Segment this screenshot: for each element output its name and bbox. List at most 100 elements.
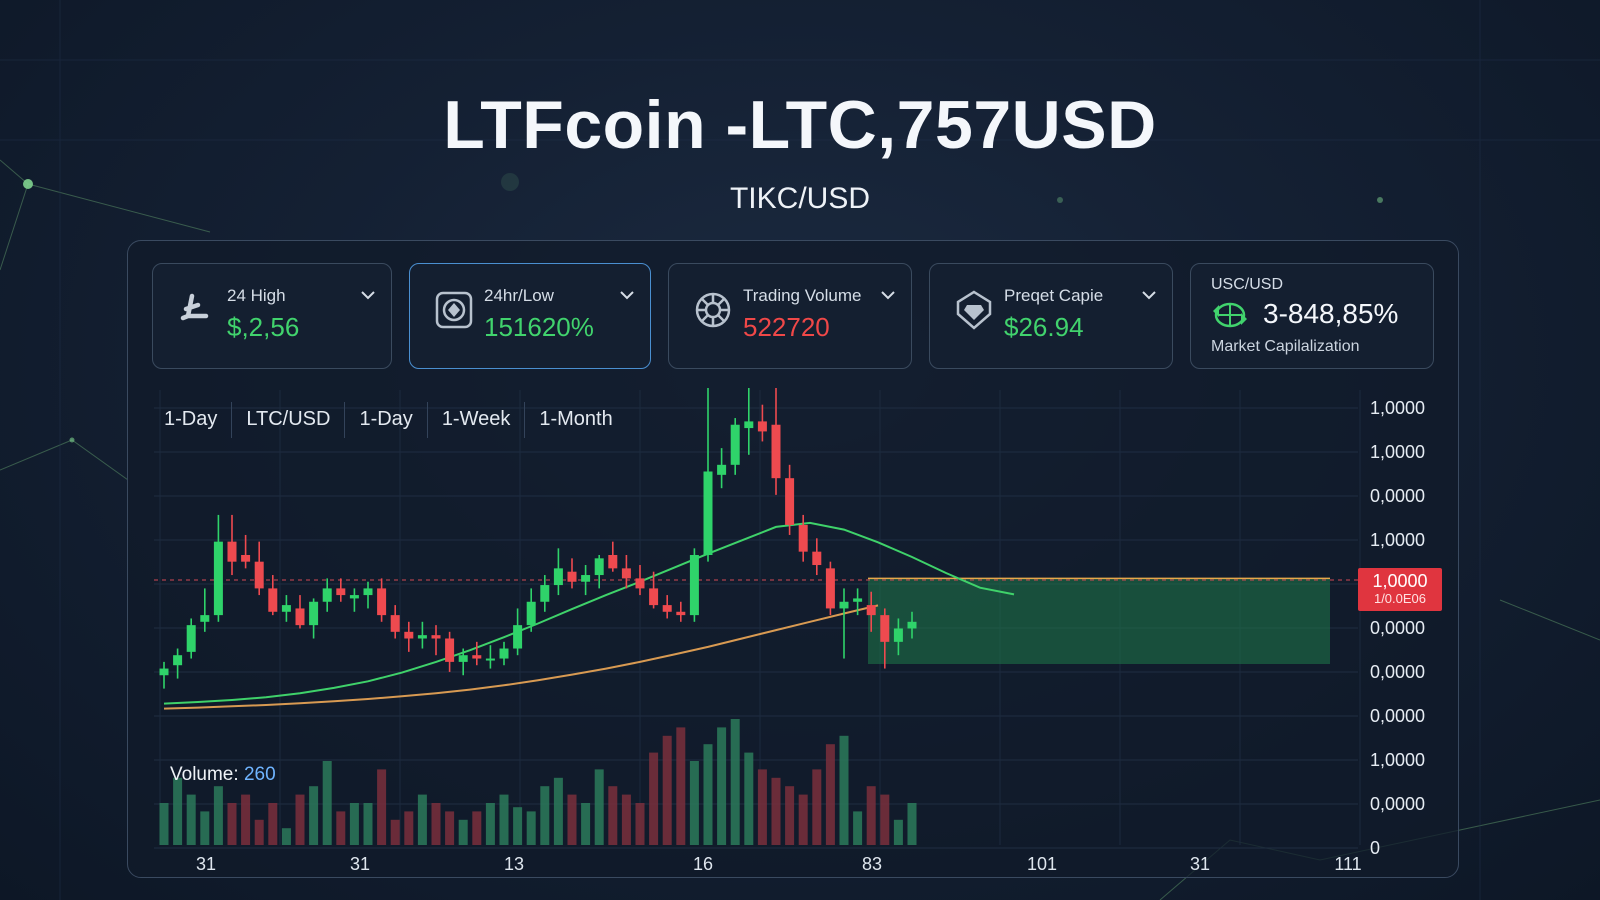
volume-bar <box>295 794 305 845</box>
coin-shield-icon <box>435 291 473 329</box>
high-24h-card[interactable]: 24 High $,2,56 <box>152 263 392 369</box>
x-axis-tick-label: 83 <box>862 854 882 874</box>
y-axis-tick-label: 1,0000 <box>1370 442 1425 462</box>
volume-bar <box>281 828 291 845</box>
volume-value: 260 <box>243 764 276 785</box>
market-capitalization-card[interactable]: USC/USD 3-848,85% Market Capilalization <box>1190 263 1434 369</box>
candle-body <box>893 628 903 642</box>
volume-bar <box>703 744 713 845</box>
volume-bar <box>445 811 455 845</box>
market-cap-card[interactable]: Preqet Capie $26.94 <box>929 263 1173 369</box>
y-axis-tick-label: 0 <box>1370 838 1380 858</box>
chevron-down-icon[interactable] <box>359 286 377 304</box>
volume-bar <box>431 803 441 845</box>
market-cap-value: 3-848,85% <box>1263 298 1399 329</box>
volume-bar <box>213 786 223 845</box>
candle-body <box>594 558 604 576</box>
candle-body <box>173 655 183 666</box>
volume-bar <box>689 761 699 845</box>
trading-volume-card[interactable]: Trading Volume 522720 <box>668 263 912 369</box>
candle-body <box>485 658 495 661</box>
candle-body <box>785 478 795 525</box>
volume-bar <box>717 727 727 845</box>
chevron-down-icon[interactable] <box>879 286 897 304</box>
volume-bar <box>757 769 767 845</box>
volume-bar <box>159 803 169 845</box>
card-value: 151620% <box>484 312 594 342</box>
candle-body <box>581 575 591 582</box>
candle-body <box>866 605 876 616</box>
candle-body <box>431 635 441 639</box>
volume-bar <box>485 803 495 845</box>
moving-average-fast-line <box>163 521 1015 705</box>
card-label: 24hr/Low <box>484 286 554 305</box>
volume-bar <box>173 777 183 845</box>
chevron-down-icon[interactable] <box>1140 286 1158 304</box>
candle-body <box>757 421 767 432</box>
volume-bar <box>662 735 672 845</box>
chevron-down-icon[interactable] <box>618 286 636 304</box>
y-axis-tick-label: 1,0000 <box>1370 398 1425 418</box>
candle-body <box>200 615 210 622</box>
candle-body <box>744 421 754 429</box>
globe-arrows-icon <box>1213 302 1247 328</box>
candle-body <box>540 585 550 602</box>
tab-1-month[interactable]: 1-Month <box>539 408 613 430</box>
candle-body <box>730 424 740 465</box>
volume-bar <box>540 786 550 845</box>
volume-bar <box>812 769 822 845</box>
x-axis-tick-label: 16 <box>693 854 713 874</box>
y-axis-tick-label: 0,0000 <box>1370 794 1425 814</box>
y-axis-tick-label: 0,0000 <box>1370 486 1425 506</box>
price-tag-value: 1,0000 <box>1372 571 1428 591</box>
volume-bar <box>499 794 509 845</box>
low-24h-card[interactable]: 24hr/Low 151620% <box>409 263 651 369</box>
candle-body <box>336 588 346 596</box>
volume-bar <box>390 819 400 845</box>
candle-body <box>635 578 645 589</box>
candle-body <box>377 588 387 616</box>
volume-bar <box>825 744 835 845</box>
candle-body <box>254 561 264 589</box>
candle-body <box>798 524 808 552</box>
volume-bar <box>581 803 591 845</box>
tab-1-week[interactable]: 1-Week <box>428 402 526 438</box>
candle-body <box>880 615 890 642</box>
tab-1-day[interactable]: 1-Day <box>150 402 233 438</box>
volume-bar <box>553 777 563 845</box>
tab-1-day-2[interactable]: 1-Day <box>345 402 428 438</box>
volume-bar <box>200 811 210 845</box>
volume-bar <box>254 819 264 845</box>
candle-body <box>417 635 427 639</box>
price-tag-sub: 1/0.0E06 <box>1373 591 1427 606</box>
card-label: Preqet Capie <box>1004 286 1104 305</box>
candle-body <box>649 588 659 606</box>
volume-bar <box>336 811 346 845</box>
page-title: LTFcoin -LTC,757USD <box>443 87 1157 163</box>
volume-bar <box>363 803 373 845</box>
candle-body <box>839 601 849 609</box>
volume-bar <box>608 786 618 845</box>
candle-body <box>676 611 686 616</box>
tab-ltc-usd[interactable]: LTC/USD <box>232 402 346 438</box>
x-axis-tick-label: 111 <box>1334 854 1361 874</box>
timeframe-tabs: 1-Day LTC/USD 1-Day 1-Week 1-Month <box>150 402 627 438</box>
volume-bar <box>472 811 482 845</box>
volume-bar <box>649 752 659 845</box>
volume-bar <box>322 761 332 845</box>
y-axis-tick-label: 1,0000 <box>1370 750 1425 770</box>
candle-body <box>390 615 400 632</box>
volume-bar <box>853 811 863 845</box>
litecoin-icon <box>180 293 209 321</box>
candle-body <box>567 571 577 582</box>
volume-bar <box>676 727 686 845</box>
y-axis-tick-label: 0,0000 <box>1370 706 1425 726</box>
candle-body <box>349 595 359 599</box>
candle-body <box>322 588 332 602</box>
volume-bar <box>268 803 278 845</box>
market-cap-caption: Market Capilalization <box>1211 338 1360 355</box>
candle-body <box>363 588 373 596</box>
volume-bar <box>349 803 359 845</box>
volume-bar <box>513 807 523 845</box>
